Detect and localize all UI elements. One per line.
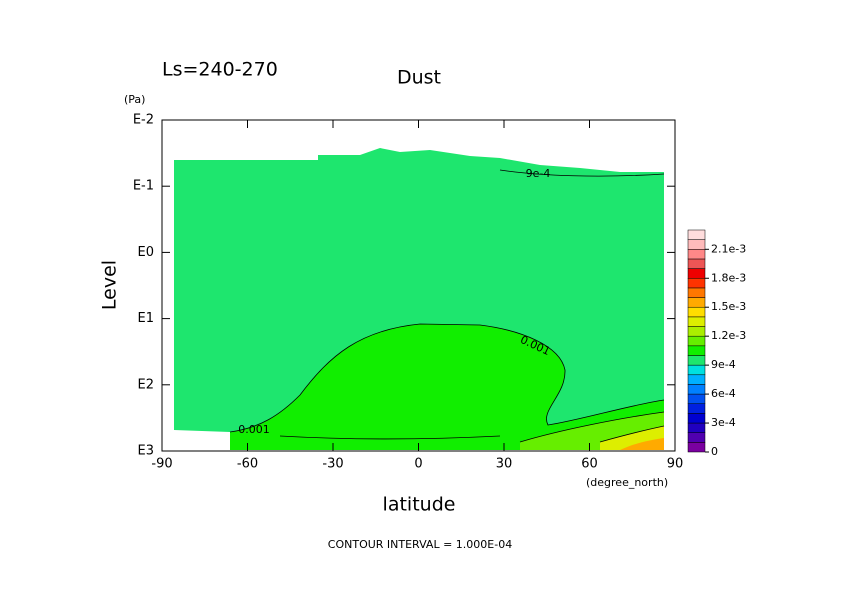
colorbar-cell <box>687 287 706 298</box>
colorbar-cell <box>687 432 706 443</box>
x-tick-label: 60 <box>581 457 598 472</box>
colorbar-tick-label: 1.8e-3 <box>711 271 746 284</box>
y-tick-label: E3 <box>138 444 155 459</box>
colorbar-cell <box>687 442 706 453</box>
colorbar-tick-label: 0 <box>711 445 718 458</box>
y-tick-label: E0 <box>138 245 155 260</box>
colorbar-cell <box>687 345 706 356</box>
colorbar-cell <box>687 239 706 250</box>
x-tick-label: -90 <box>151 457 172 472</box>
colorbar-cell <box>687 335 706 347</box>
colorbar-tick-label: 6e-4 <box>711 387 736 400</box>
colorbar-cell <box>687 384 706 395</box>
colorbar-cell <box>687 278 706 289</box>
x-axis-label: latitude <box>383 494 456 516</box>
colorbar-cell <box>687 249 706 260</box>
x-tick-label: 30 <box>496 457 513 472</box>
contour-line <box>519 411 665 443</box>
colorbar-cell <box>687 364 706 376</box>
contour-line <box>279 435 501 440</box>
colorbar-cell <box>687 306 706 318</box>
contour-fill <box>230 324 664 450</box>
y-axis-label: Level <box>99 260 121 310</box>
x-tick-label: 0 <box>414 457 422 472</box>
colorbar-cell <box>687 374 706 385</box>
contour-label: 9e-4 <box>526 167 551 180</box>
y-tick-label: E-1 <box>133 179 154 194</box>
contour-line <box>229 323 665 433</box>
contour-fill <box>620 438 664 450</box>
colorbar-cell <box>687 297 706 308</box>
colorbar-cell <box>687 229 706 240</box>
chart-subtitle: Ls=240-270 <box>162 59 278 81</box>
y-tick-label: E2 <box>138 377 155 392</box>
colorbar-cell <box>687 393 706 404</box>
colorbar-tick-label: 2.1e-3 <box>711 242 746 255</box>
contour-label: 0.001 <box>238 423 270 436</box>
footer-note: CONTOUR INTERVAL = 1.000E-04 <box>328 538 512 551</box>
colorbar-cell <box>687 258 706 269</box>
y-unit: (Pa) <box>124 93 145 106</box>
colorbar-tick-label: 1.5e-3 <box>711 300 746 313</box>
y-tick-label: E-2 <box>133 113 154 128</box>
contour-field <box>174 148 664 450</box>
x-tick-label: 90 <box>667 457 684 472</box>
colorbar-cell <box>687 268 706 279</box>
colorbar-cell <box>687 422 706 433</box>
colorbar-cell <box>687 413 706 424</box>
colorbar-cell <box>687 316 706 327</box>
x-tick-label: -30 <box>322 457 343 472</box>
x-tick-label: -60 <box>237 457 258 472</box>
colorbar-cell <box>687 403 706 414</box>
y-tick-label: E1 <box>138 311 155 326</box>
colorbar-tick-label: 9e-4 <box>711 358 736 371</box>
colorbar-cell <box>687 326 706 337</box>
chart-title: Dust <box>397 67 441 89</box>
colorbar-cell <box>687 355 706 366</box>
colorbar-tick-label: 1.2e-3 <box>711 329 746 342</box>
contour-line <box>499 169 665 177</box>
x-unit: (degree_north) <box>586 476 668 489</box>
contour-lines <box>229 169 665 443</box>
colorbar-tick-label: 3e-4 <box>711 416 736 429</box>
contour-line <box>599 425 665 443</box>
